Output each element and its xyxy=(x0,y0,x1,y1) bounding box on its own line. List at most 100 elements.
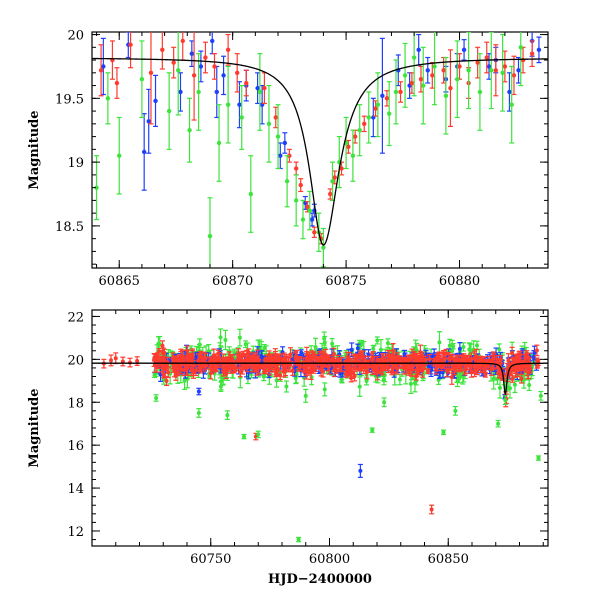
top-green-point xyxy=(105,96,111,101)
top-red-point xyxy=(128,42,133,47)
bottom-band-red-point xyxy=(494,360,499,365)
top-blue-point xyxy=(153,98,158,104)
bottom-band-green-point xyxy=(447,343,452,348)
bottom-band-green-point xyxy=(375,338,380,343)
bottom-band-green-point xyxy=(182,378,187,383)
bottom-band-red-point xyxy=(282,356,287,361)
bottom-band-red-point xyxy=(238,370,243,375)
bottom-clipped-data xyxy=(92,328,548,543)
bottom-band-red-point xyxy=(190,352,195,357)
top-green-point xyxy=(455,77,460,82)
top-green-point xyxy=(176,68,181,73)
top-x-tick-label: 60875 xyxy=(325,274,366,289)
bottom-band-red-point xyxy=(483,372,488,377)
bottom-band-green-point xyxy=(284,384,289,389)
bottom-band-red-point xyxy=(260,364,265,369)
top-green-point xyxy=(275,134,281,139)
bottom-band-red-point xyxy=(221,356,226,361)
top-y-axis-title: Magnitude xyxy=(27,110,42,189)
top-green-point xyxy=(518,45,523,50)
bottom-band-red-point xyxy=(358,364,363,369)
top-green-point xyxy=(443,93,449,98)
top-red-point xyxy=(362,121,367,127)
top-red-point xyxy=(293,166,299,171)
bottom-band-red-point xyxy=(208,359,213,364)
bottom-band-red-point xyxy=(176,357,181,362)
top-green-point xyxy=(393,89,399,95)
bottom-band-red-point xyxy=(161,351,166,356)
top-green-point xyxy=(300,217,306,222)
top-red-point xyxy=(448,85,453,91)
top-red-point xyxy=(234,70,240,76)
bottom-band-green-point xyxy=(475,343,480,348)
bottom-band-blue-point xyxy=(457,346,462,351)
top-axes: 60865 60870 60875 60880 18.5 19 19.5 20 xyxy=(55,29,548,289)
top-plot-frame xyxy=(91,31,549,269)
top-red-point xyxy=(430,73,435,78)
top-y-tick-label: 20 xyxy=(67,29,84,44)
bottom-band-red-point xyxy=(161,367,166,372)
top-blue-point xyxy=(507,89,512,95)
bottom-band-green-point xyxy=(330,341,335,346)
top-red-point xyxy=(262,85,267,91)
bottom-band-green-point xyxy=(218,335,223,340)
top-green-point xyxy=(402,73,408,78)
top-green-point xyxy=(196,89,201,95)
bottom-band-red-point xyxy=(152,357,157,362)
bottom-band-green-point xyxy=(527,383,532,388)
top-blue-point xyxy=(461,47,467,53)
bottom-band-green-point xyxy=(397,377,402,382)
top-x-tick-label: 60865 xyxy=(99,274,140,289)
bottom-band-red-point xyxy=(475,358,480,363)
top-y-tick-label: 19 xyxy=(67,156,84,171)
bottom-band-blue-point xyxy=(259,354,264,359)
bottom-band-green-point xyxy=(293,376,298,381)
top-red-point xyxy=(352,134,358,139)
bottom-band-red-point xyxy=(370,365,375,370)
top-blue-point xyxy=(380,93,385,98)
top-green-point xyxy=(500,70,505,76)
bottom-band-red-point xyxy=(506,358,511,363)
bottom-band-blue-point xyxy=(299,350,304,355)
top-red-point xyxy=(98,68,104,73)
bottom-band-blue-point xyxy=(426,364,431,369)
top-green-point xyxy=(216,140,222,146)
top-green-point xyxy=(421,83,426,88)
bottom-band-red-point xyxy=(182,362,187,367)
bottom-band-green-point xyxy=(262,346,267,351)
top-green-point xyxy=(477,89,483,95)
bottom-band-green-point xyxy=(451,344,456,349)
top-red-point xyxy=(328,191,333,197)
top-blue-point xyxy=(221,73,226,78)
bottom-band-green-point xyxy=(197,342,202,347)
top-blue-point xyxy=(101,64,106,69)
top-red-point xyxy=(511,73,517,78)
bottom-band-green-point xyxy=(313,345,318,350)
bottom-band-green-point xyxy=(274,378,279,383)
top-red-point xyxy=(529,51,535,56)
top-green-point xyxy=(187,128,192,133)
bottom-band-red-point xyxy=(510,350,515,355)
bottom-band-blue-point xyxy=(355,346,360,351)
top-green-point xyxy=(321,245,326,250)
top-red-point xyxy=(384,96,390,101)
bottom-band-red-point xyxy=(225,357,230,362)
top-red-point xyxy=(148,70,154,76)
top-green-point xyxy=(293,198,299,203)
bottom-band-red-point xyxy=(217,358,222,363)
bottom-band-red-point xyxy=(518,352,523,357)
top-red-point xyxy=(160,47,165,53)
bottom-band-green-point xyxy=(223,337,228,342)
top-red-point xyxy=(212,64,217,69)
bottom-band-red-point xyxy=(288,352,293,357)
bottom-band-red-point xyxy=(534,348,539,353)
top-green-point xyxy=(139,77,145,82)
top-red-point xyxy=(339,166,344,171)
top-green-point xyxy=(117,153,122,158)
bottom-band-green-point xyxy=(357,384,362,389)
top-red-point xyxy=(114,80,120,86)
top-blue-point xyxy=(189,51,195,56)
top-red-point xyxy=(475,60,480,65)
top-blue-point xyxy=(210,38,215,44)
